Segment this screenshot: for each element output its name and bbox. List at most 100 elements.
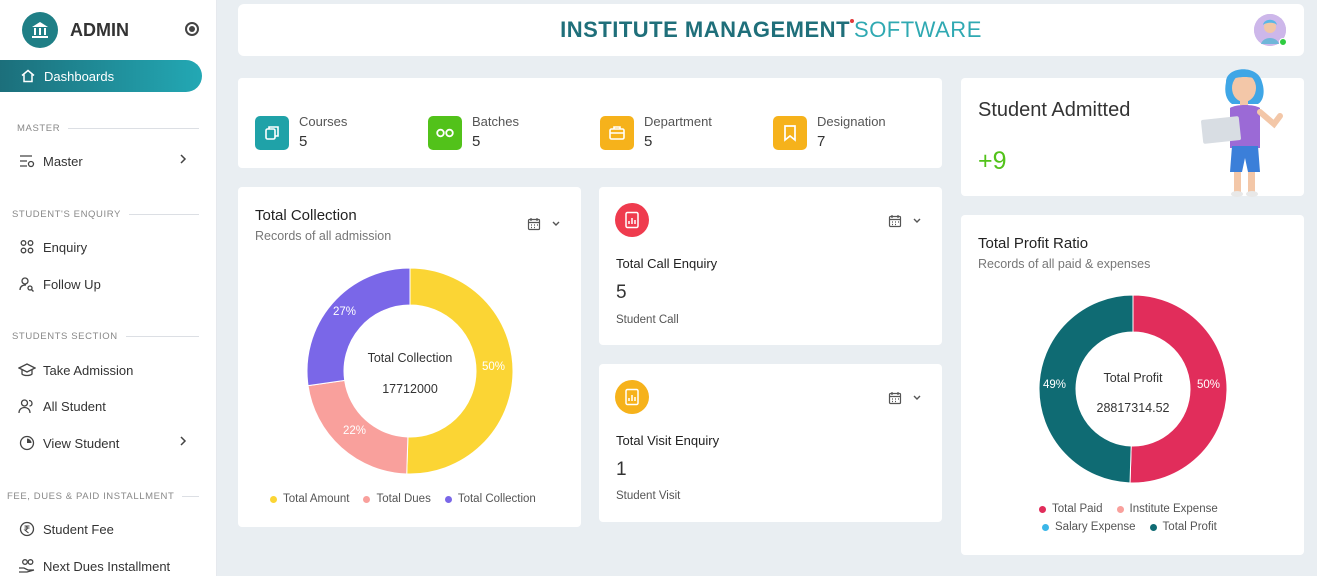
profit-legend-row2: Salary Expense Total Profit xyxy=(1042,521,1231,533)
sidebar-item-all-student[interactable]: All Student xyxy=(18,395,198,417)
date-filter-dropdown[interactable] xyxy=(527,217,561,231)
slice-label-total-amount: 50% xyxy=(482,361,506,373)
user-search-icon xyxy=(18,275,36,293)
sidebar-item-take-admission[interactable]: Take Admission xyxy=(18,359,198,381)
summary-stats-card: Courses 5 Batches 5 Department 5 Designatio… xyxy=(238,78,942,168)
users-icon xyxy=(18,397,36,415)
collection-subtitle: Records of all admission xyxy=(255,229,392,243)
section-students: STUDENTS SECTION xyxy=(0,330,217,342)
profit-legend-row1: Total Paid Institute Expense xyxy=(1039,503,1232,515)
report-icon xyxy=(615,203,649,237)
sidebar-item-master[interactable]: Master xyxy=(18,150,198,172)
chevron-right-icon xyxy=(180,154,187,164)
stat-department[interactable]: Department 5 xyxy=(600,114,712,150)
chevron-right-icon xyxy=(180,436,187,446)
sidebar-item-label: Master xyxy=(43,153,83,169)
admitted-title: Student Admitted xyxy=(978,99,1131,121)
sidebar-item-follow-up[interactable]: Follow Up xyxy=(18,273,198,295)
briefcase-icon xyxy=(600,116,634,150)
pie-chart-icon xyxy=(18,434,36,452)
section-fees: FEE, DUES & PAID INSTALLMENT xyxy=(0,490,217,502)
calendar-icon xyxy=(888,392,902,405)
sidebar-item-label: Follow Up xyxy=(43,276,101,292)
stat-value: 5 xyxy=(472,133,481,150)
slice-label-total-paid: 50% xyxy=(1197,379,1221,391)
user-avatar[interactable] xyxy=(1254,14,1287,46)
stat-label: Department xyxy=(644,114,712,129)
sidebar-item-label: Take Admission xyxy=(43,362,134,378)
brand-title: ADMIN xyxy=(70,19,129,40)
donut-slice-total-paid[interactable] xyxy=(1129,295,1227,483)
bookmark-icon xyxy=(773,116,807,150)
profit-donut-chart xyxy=(1039,295,1227,483)
visit-enquiry-title: Total Visit Enquiry xyxy=(616,433,720,448)
rupee-coin-icon xyxy=(18,520,36,538)
legend-item: Salary Expense xyxy=(1042,521,1136,533)
institute-logo-icon xyxy=(22,12,58,48)
title-accent-dot xyxy=(850,19,855,23)
sidebar-item-label: Next Dues Installment xyxy=(43,558,171,574)
profit-center-value: 28817314.52 xyxy=(1096,401,1170,415)
visit-enquiry-value: 1 xyxy=(616,459,627,480)
stat-courses[interactable]: Courses 5 xyxy=(255,114,347,150)
donut-slice-total-amount[interactable] xyxy=(406,268,513,474)
date-filter-dropdown[interactable] xyxy=(888,214,922,228)
visit-enquiry-card: Total Visit Enquiry 1 Student Visit xyxy=(599,364,942,522)
sidebar-item-label: All Student xyxy=(43,398,106,414)
profit-center-label: Total Profit xyxy=(1103,371,1163,385)
section-enquiry: STUDENT'S ENQUIRY xyxy=(0,208,217,220)
admitted-value: +9 xyxy=(978,147,1007,175)
date-filter-dropdown[interactable] xyxy=(888,391,922,405)
slice-label-total-dues: 22% xyxy=(343,425,367,437)
sidebar-item-label: View Student xyxy=(43,435,120,451)
users-grid-icon xyxy=(18,238,36,256)
call-enquiry-title: Total Call Enquiry xyxy=(616,256,718,271)
brand[interactable]: ADMIN xyxy=(22,12,129,48)
collection-center-label: Total Collection xyxy=(367,351,453,365)
sidebar-item-label: Dashboards xyxy=(44,68,115,84)
legend-item: Total Dues xyxy=(363,493,431,505)
call-enquiry-sub: Student Call xyxy=(616,314,679,326)
collection-legend: Total Amount Total Dues Total Collection xyxy=(270,493,550,505)
sidebar-item-next-dues[interactable]: Next Dues Installment xyxy=(18,555,198,576)
batches-icon xyxy=(428,116,462,150)
chevron-down-icon xyxy=(913,395,921,400)
call-enquiry-card: Total Call Enquiry 5 Student Call xyxy=(599,187,942,345)
sidebar-item-view-student[interactable]: View Student xyxy=(18,432,198,454)
chevron-down-icon xyxy=(913,218,921,223)
total-collection-card: Total Collection Records of all admissio… xyxy=(238,187,581,527)
stat-label: Batches xyxy=(472,114,519,129)
donut-slice-total-collection[interactable] xyxy=(307,268,411,387)
app-title: INSTITUTE MANAGEMENT SOFTWARE xyxy=(560,17,982,42)
home-icon xyxy=(21,69,35,83)
profit-ratio-card: Total Profit Ratio Records of all paid &… xyxy=(961,215,1304,555)
stat-label: Courses xyxy=(299,114,348,129)
sidebar-item-label: Student Fee xyxy=(43,521,114,537)
sidebar-item-dashboards[interactable]: Dashboards xyxy=(0,60,202,92)
stat-batches[interactable]: Batches 5 xyxy=(428,114,519,150)
calendar-icon xyxy=(527,218,541,231)
legend-item: Institute Expense xyxy=(1116,503,1218,515)
sidebar-toggle-icon[interactable] xyxy=(185,22,199,36)
section-master: MASTER xyxy=(0,122,217,134)
donut-slice-total-profit[interactable] xyxy=(1039,295,1134,483)
legend-item: Total Profit xyxy=(1149,521,1217,533)
visit-enquiry-sub: Student Visit xyxy=(616,490,681,502)
hand-coins-icon xyxy=(18,557,36,575)
sidebar-item-student-fee[interactable]: Student Fee xyxy=(18,518,198,540)
report-icon xyxy=(615,380,649,414)
slice-label-total-collection: 27% xyxy=(333,306,357,318)
collection-donut-chart xyxy=(307,268,513,474)
sidebar-item-enquiry[interactable]: Enquiry xyxy=(18,236,198,258)
stat-value: 5 xyxy=(299,133,308,150)
stat-value: 5 xyxy=(644,133,653,150)
profit-title: Total Profit Ratio xyxy=(978,235,1089,252)
legend-item: Total Amount xyxy=(270,493,349,505)
calendar-icon xyxy=(888,215,902,228)
online-status-dot xyxy=(1279,38,1287,46)
collection-title: Total Collection xyxy=(255,207,357,224)
filter-list-icon xyxy=(18,152,36,170)
call-enquiry-value: 5 xyxy=(616,282,627,303)
legend-item: Total Collection xyxy=(444,493,536,505)
stat-designation[interactable]: Designation 7 xyxy=(773,114,886,150)
